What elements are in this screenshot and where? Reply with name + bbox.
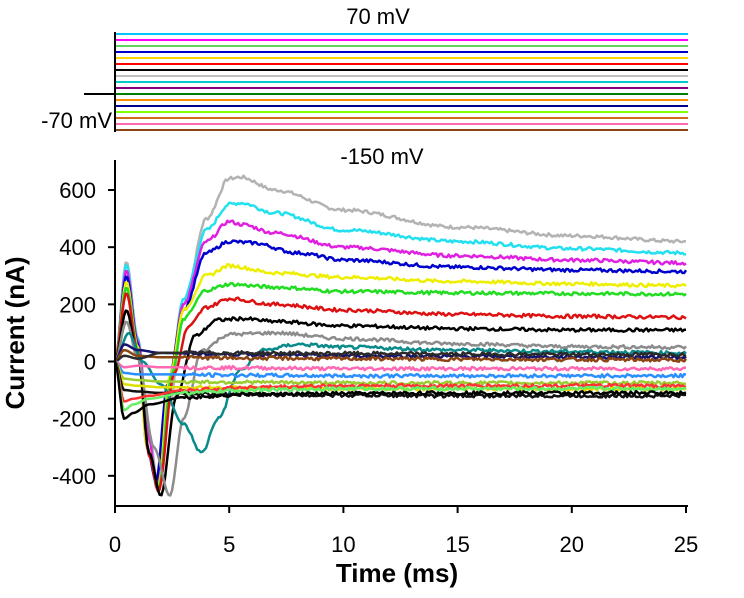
y-axis-title: Current (nA)	[0, 256, 30, 409]
y-tick-label: 200	[59, 292, 96, 317]
x-tick-label: 25	[674, 532, 698, 557]
current-trace	[114, 360, 687, 386]
current-trace	[114, 343, 687, 363]
current-trace	[114, 350, 687, 363]
x-axis-title: Time (ms)	[336, 558, 458, 588]
current-trace	[113, 320, 687, 497]
y-ticks: -400 -200 0 200 400 600	[52, 178, 115, 489]
y-tick-label: -200	[52, 407, 96, 432]
current-trace	[113, 292, 687, 493]
current-trace	[113, 361, 687, 420]
holding-potential-label: -70 mV	[41, 108, 112, 133]
current-trace	[113, 263, 687, 489]
y-tick-label: 600	[59, 178, 96, 203]
x-ticks: 0 5 10 15 20 25	[109, 506, 698, 557]
y-tick-label: 400	[59, 235, 96, 260]
protocol-bottom-label: -150 mV	[340, 144, 423, 169]
x-tick-label: 5	[223, 532, 235, 557]
x-tick-label: 0	[109, 532, 121, 557]
protocol-step-lines	[115, 33, 688, 131]
x-tick-label: 10	[331, 532, 355, 557]
current-trace	[113, 360, 687, 399]
current-traces	[113, 174, 688, 497]
y-tick-label: -400	[52, 464, 96, 489]
current-trace	[114, 348, 688, 363]
current-trace	[113, 201, 687, 489]
current-trace	[113, 219, 687, 486]
x-tick-label: 15	[445, 532, 469, 557]
current-trace	[113, 281, 687, 491]
y-tick-label: 0	[84, 350, 96, 375]
current-trace	[114, 360, 687, 372]
protocol-top-label: 70 mV	[346, 4, 410, 29]
current-trace	[113, 174, 687, 491]
voltage-protocol: 70 mV -70 mV -150 mV	[41, 4, 688, 169]
current-trace	[114, 331, 687, 454]
current-trace	[113, 309, 686, 497]
current-trace	[114, 360, 687, 379]
x-tick-label: 20	[560, 532, 584, 557]
current-trace	[113, 361, 687, 412]
current-trace	[113, 239, 688, 483]
